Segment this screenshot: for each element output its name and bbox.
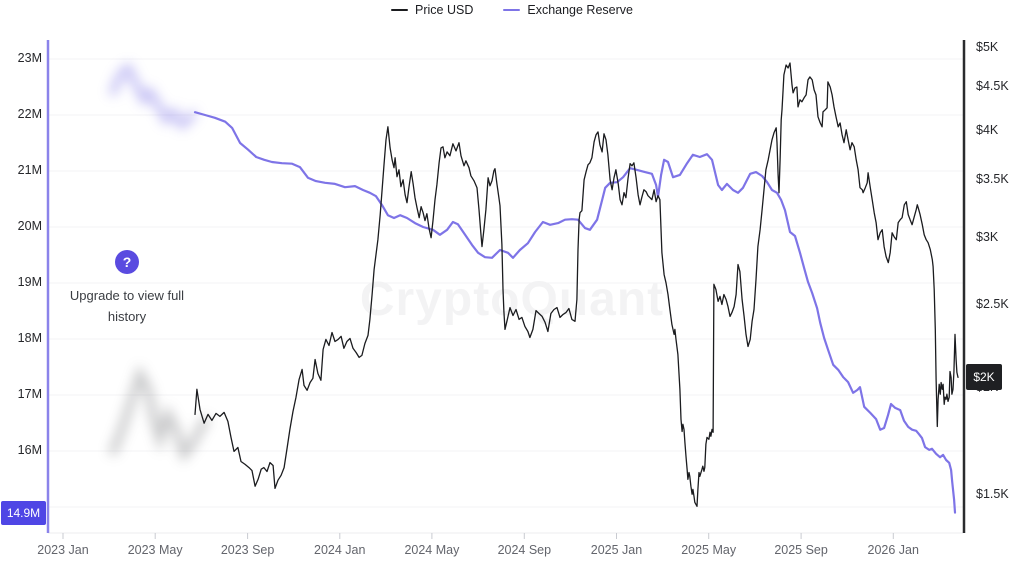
x-axis-tick-2023-Jan: 2023 Jan	[37, 543, 89, 557]
reserve-last-value-badge: 14.9M	[1, 500, 46, 525]
right-axis-tick-$3K: $3K	[976, 229, 999, 244]
price-usd-line-swatch	[391, 9, 409, 11]
x-axis-tick-2023-Sep: 2023 Sep	[220, 543, 275, 557]
exchange-reserve-line-swatch	[503, 9, 521, 11]
legend-item-exchange-reserve[interactable]: Exchange Reserve	[503, 3, 633, 17]
right-axis-tick-$1.5K: $1.5K	[976, 487, 1009, 502]
help-icon[interactable]: ?	[115, 250, 139, 274]
left-axis-tick-17M: 17M	[17, 387, 42, 401]
left-axis-tick-20M: 20M	[17, 219, 42, 233]
legend-label-exchange-reserve: Exchange Reserve	[527, 3, 633, 17]
x-axis-tick-2024-May: 2024 May	[404, 543, 460, 557]
right-axis-tick-$5K: $5K	[976, 40, 999, 54]
legend: Price USD Exchange Reserve	[0, 1, 1024, 19]
left-axis-tick-21M: 21M	[17, 163, 42, 177]
left-axis-tick-22M: 22M	[17, 107, 42, 121]
x-axis-tick-2025-Sep: 2025 Sep	[774, 543, 828, 557]
left-axis-tick-18M: 18M	[17, 331, 42, 345]
upgrade-note-text: Upgrade to view full history	[69, 288, 185, 325]
x-axis-tick-2023-May: 2023 May	[127, 543, 183, 557]
x-axis-tick-2025-Jan: 2025 Jan	[590, 543, 643, 557]
price-last-value-badge: $2K	[966, 364, 1002, 391]
x-axis-tick-2024-Jan: 2024 Jan	[314, 543, 366, 557]
right-axis-tick-$4K: $4K	[976, 122, 999, 137]
upgrade-note: ? Upgrade to view full history	[47, 250, 207, 327]
x-axis-tick-2026-Jan: 2026 Jan	[867, 543, 919, 557]
right-axis-tick-$2.5K: $2.5K	[976, 297, 1009, 312]
help-icon-glyph: ?	[122, 254, 132, 270]
legend-item-price-usd[interactable]: Price USD	[391, 3, 473, 17]
left-axis-tick-19M: 19M	[17, 275, 42, 289]
x-axis-tick-2024-Sep: 2024 Sep	[497, 543, 552, 557]
legend-label-price-usd: Price USD	[415, 3, 474, 17]
left-axis-tick-16M: 16M	[17, 443, 42, 457]
right-axis-tick-$3.5K: $3.5K	[976, 172, 1009, 187]
left-axis-tick-23M: 23M	[17, 51, 42, 65]
x-axis-tick-2025-May: 2025 May	[681, 543, 737, 557]
right-axis-tick-$4.5K: $4.5K	[976, 79, 1009, 94]
